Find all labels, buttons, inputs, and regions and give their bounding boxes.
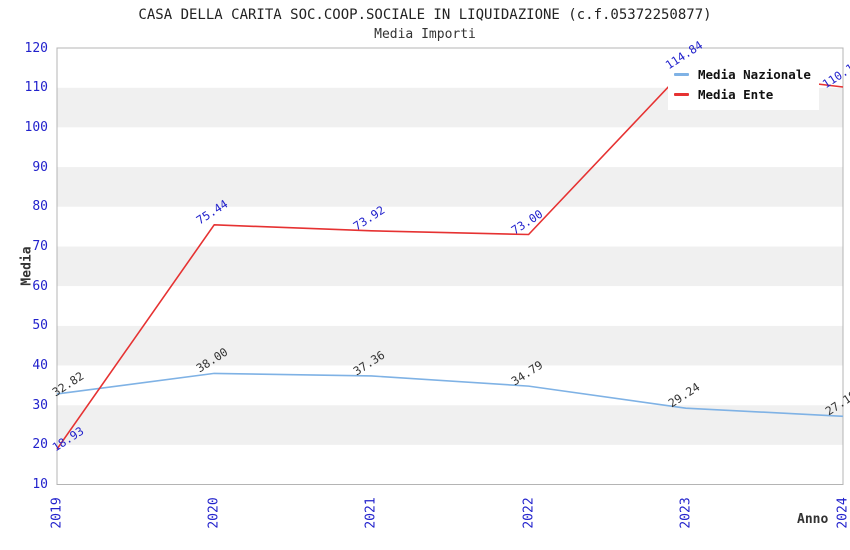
grid-band [57,206,843,247]
grid-band [57,325,843,366]
grid-band [57,405,843,445]
legend-item-media-ente: Media Ente [674,84,811,104]
plot-border [56,47,844,485]
legend-item-media-nazionale: Media Nazionale [674,64,811,84]
grid-band [57,365,843,406]
grid-band [57,167,843,207]
chart-subtitle: Media Importi [374,27,476,42]
grid-band [57,127,843,168]
grid-band [57,444,843,485]
legend-line-swatch-nazionale [674,72,689,76]
series-line-media-nazionale [56,372,844,418]
grid-band [57,286,843,326]
legend-label: Media Ente [698,86,774,102]
chart-title: CASA DELLA CARITA SOC.COOP.SOCIALE IN LI… [138,7,712,23]
grid-band [57,246,843,287]
legend: Media Nazionale Media Ente [668,57,819,110]
legend-line-swatch-ente [674,92,689,96]
legend-label: Media Nazionale [698,66,811,82]
